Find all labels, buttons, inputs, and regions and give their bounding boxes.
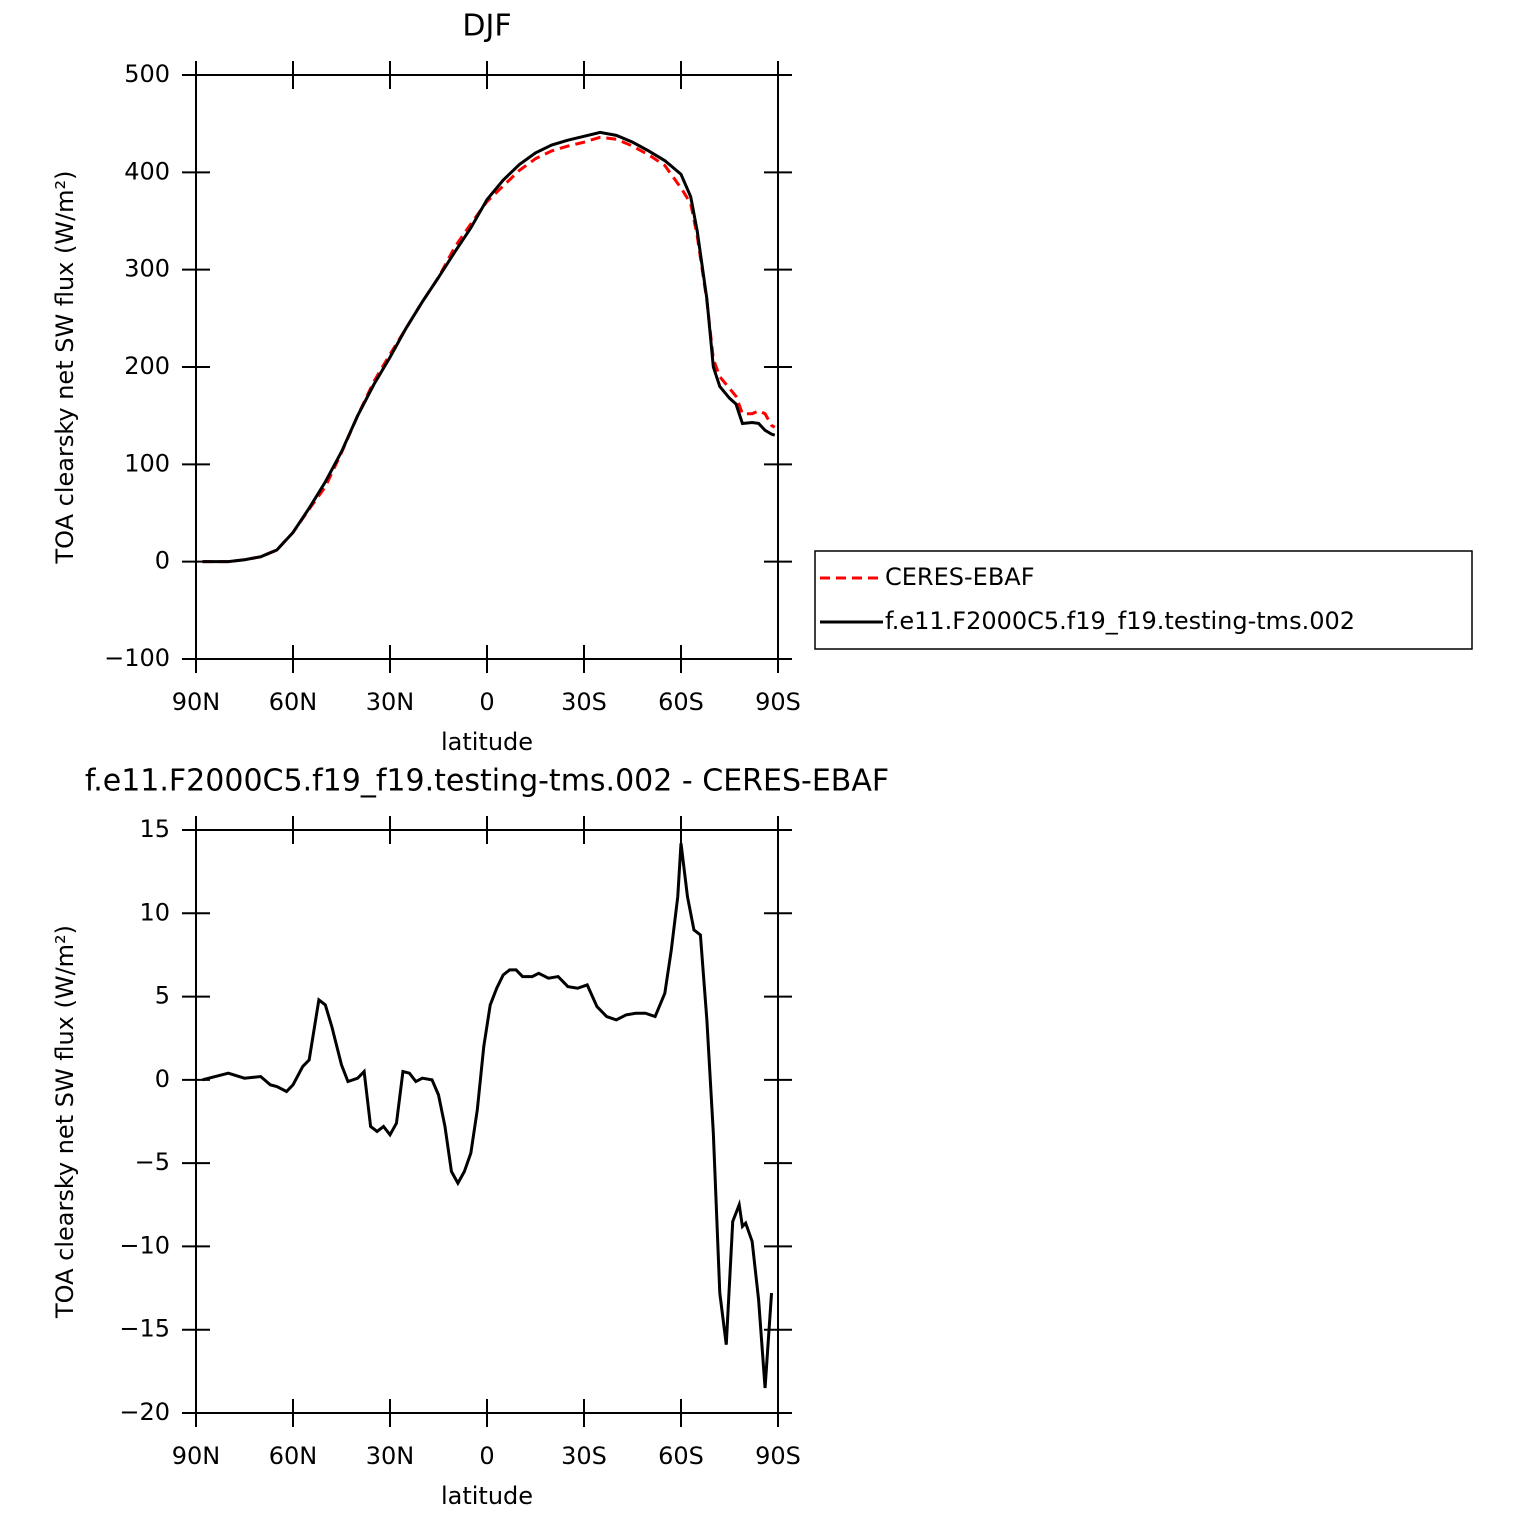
x-tick-label: 60S	[658, 1442, 704, 1470]
data-line	[202, 843, 774, 1389]
data-line	[202, 135, 776, 564]
x-axis-label: latitude	[441, 1482, 533, 1510]
x-tick-label: 60N	[269, 1442, 318, 1470]
x-tick-label: 30N	[366, 688, 415, 716]
x-tick-label: 30N	[366, 1442, 415, 1470]
x-tick-label: 30S	[561, 688, 607, 716]
y-tick-label: −5	[135, 1148, 170, 1176]
y-tick-label: −100	[104, 644, 170, 672]
y-axis-label: TOA clearsky net SW flux (W/m²)	[51, 925, 79, 1319]
x-tick-label: 0	[479, 688, 494, 716]
x-tick-label: 90N	[172, 688, 221, 716]
y-tick-label: −20	[119, 1398, 170, 1426]
y-tick-label: 100	[124, 449, 170, 477]
data-line	[202, 130, 776, 564]
x-tick-label: 90S	[755, 1442, 801, 1470]
x-tick-label: 30S	[561, 1442, 607, 1470]
x-axis-label: latitude	[441, 728, 533, 756]
x-tick-label: 90N	[172, 1442, 221, 1470]
y-tick-label: 0	[155, 1065, 170, 1093]
legend-label: CERES-EBAF	[885, 563, 1035, 591]
y-tick-label: 15	[139, 815, 170, 843]
y-tick-label: 400	[124, 157, 170, 185]
y-axis-label: TOA clearsky net SW flux (W/m²)	[51, 170, 79, 564]
y-tick-label: 0	[155, 547, 170, 575]
y-tick-label: 300	[124, 255, 170, 283]
plot-frame	[195, 74, 779, 660]
y-tick-label: 5	[155, 982, 170, 1010]
legend-box	[814, 550, 1473, 650]
y-tick-label: 200	[124, 352, 170, 380]
chart-title: f.e11.F2000C5.f19_f19.testing-tms.002 - …	[85, 764, 889, 799]
y-tick-label: −15	[119, 1315, 170, 1343]
chart-title: DJF	[462, 9, 511, 44]
legend-label: f.e11.F2000C5.f19_f19.testing-tms.002	[885, 607, 1355, 635]
y-tick-label: −10	[119, 1231, 170, 1259]
x-tick-label: 90S	[755, 688, 801, 716]
y-tick-label: 10	[139, 898, 170, 926]
x-tick-label: 60N	[269, 688, 318, 716]
x-tick-label: 0	[479, 1442, 494, 1470]
y-tick-label: 500	[124, 60, 170, 88]
x-tick-label: 60S	[658, 688, 704, 716]
